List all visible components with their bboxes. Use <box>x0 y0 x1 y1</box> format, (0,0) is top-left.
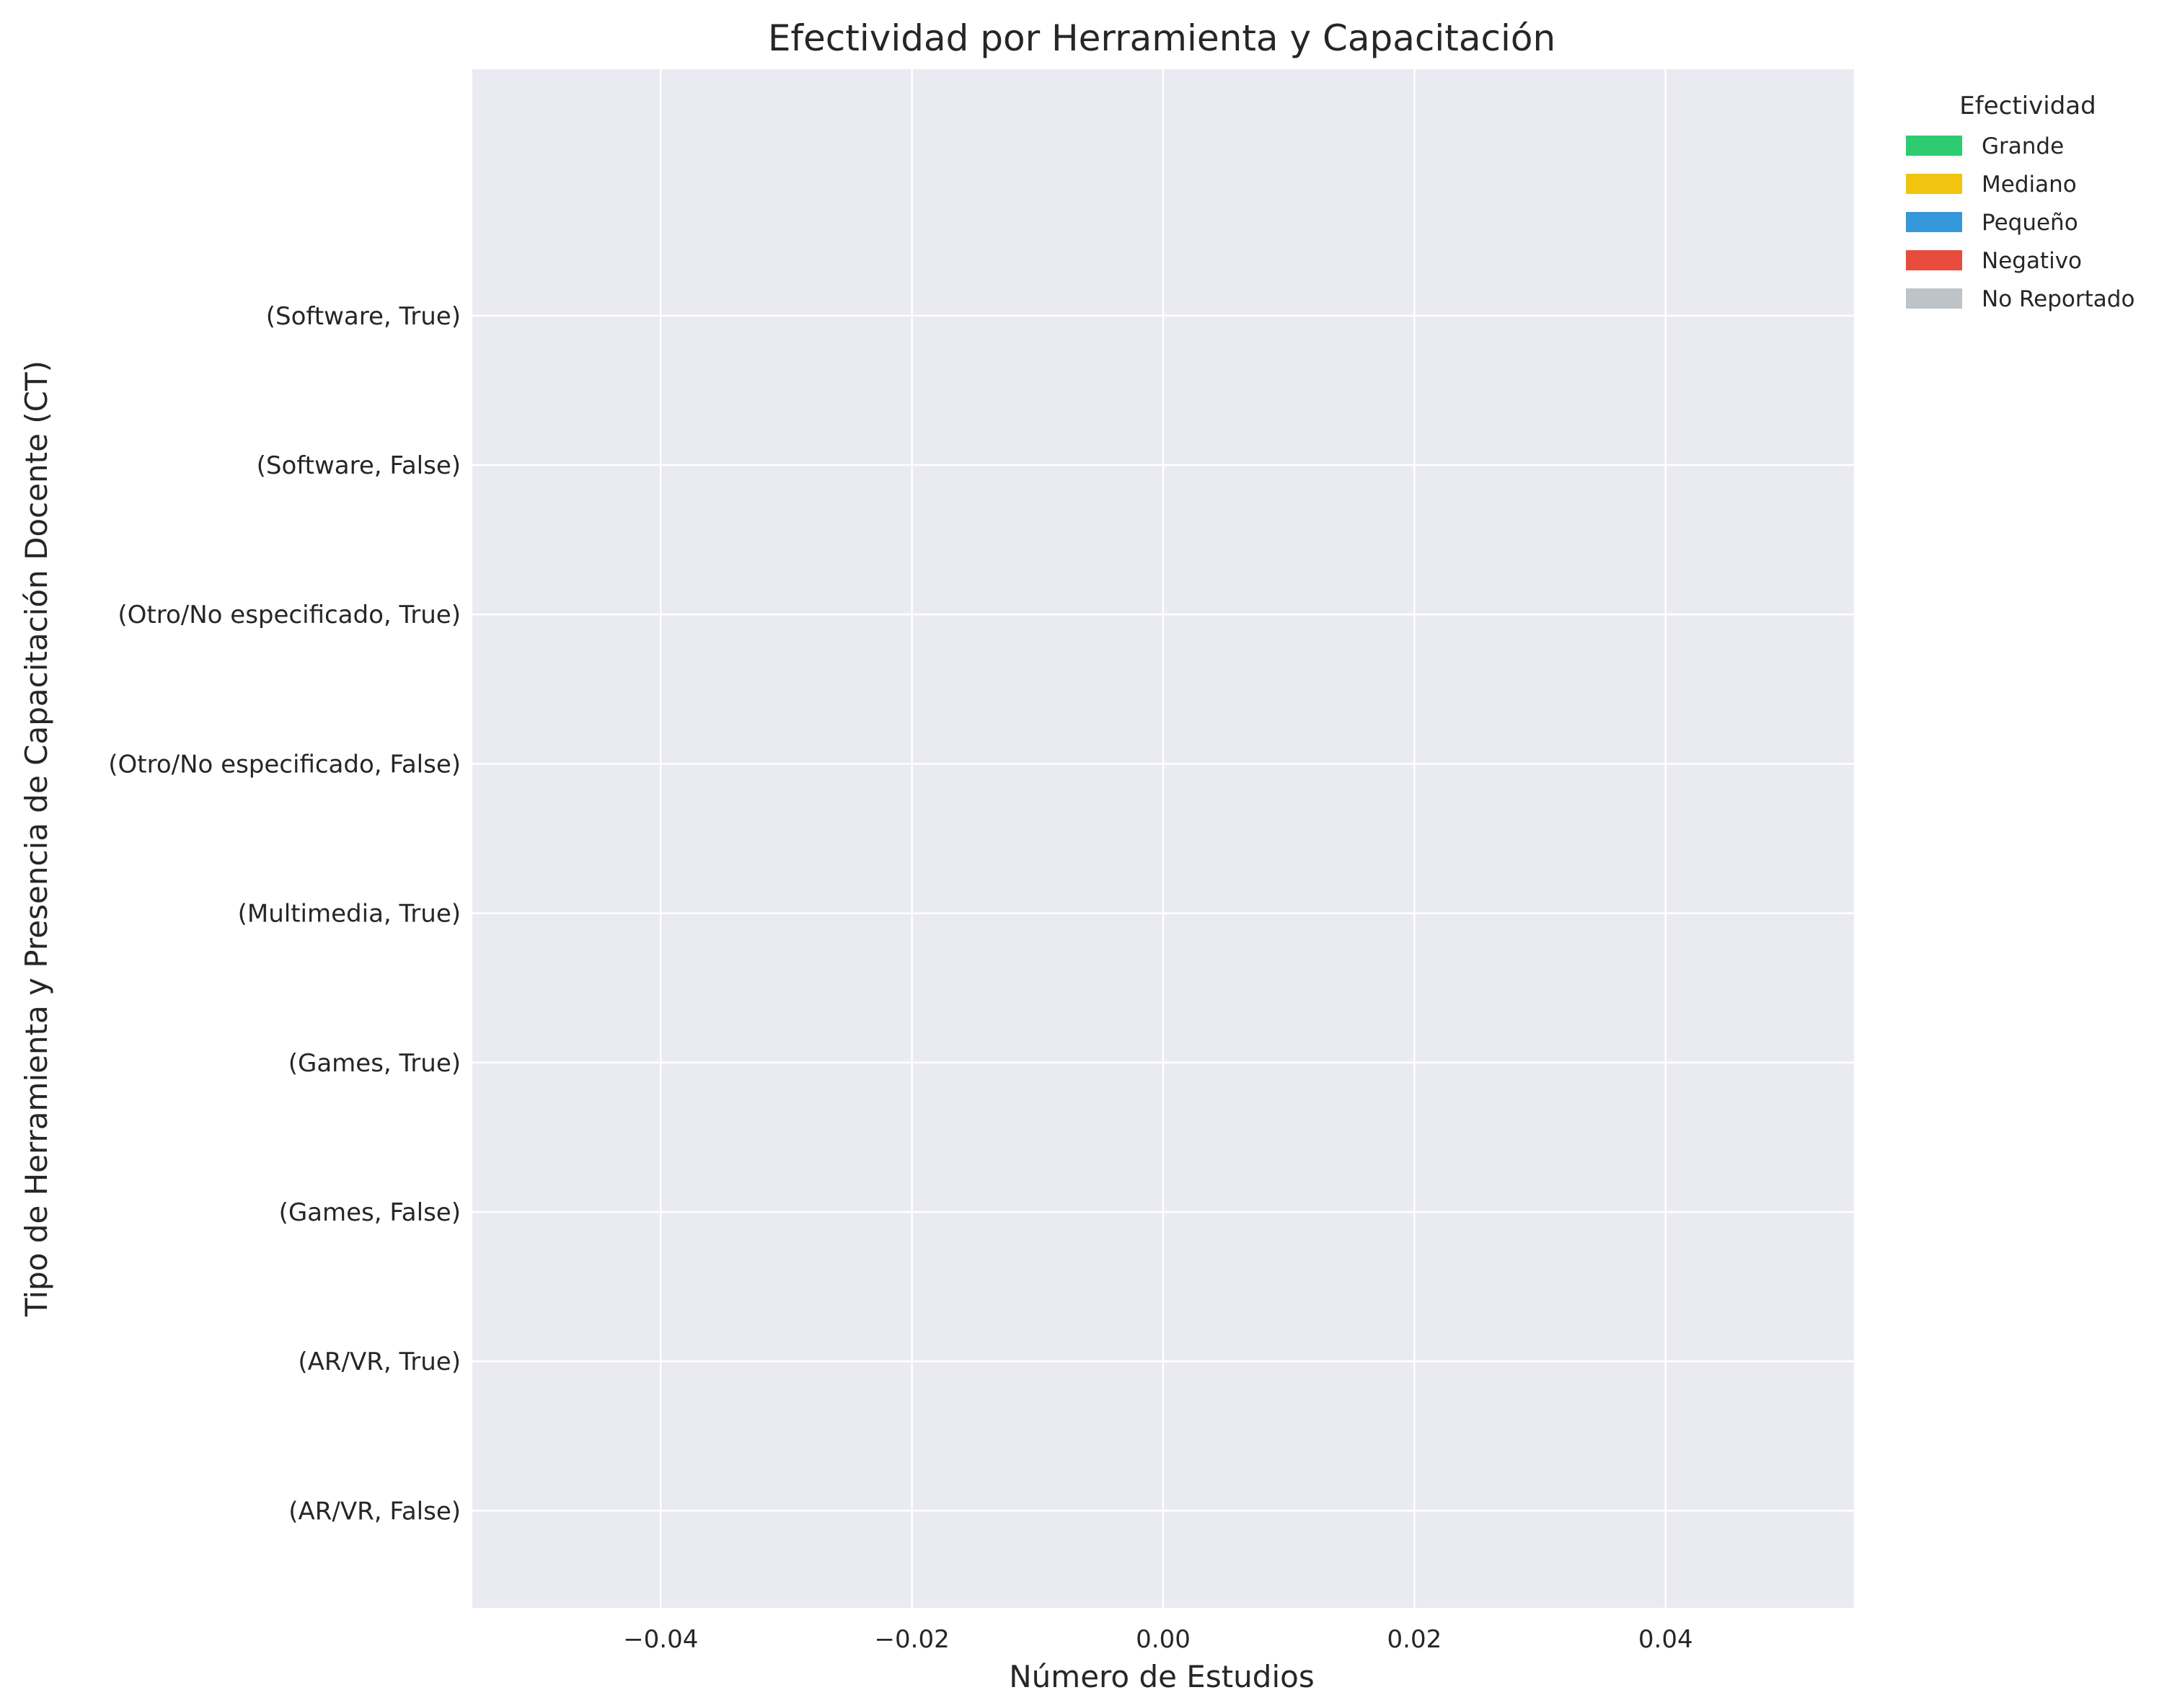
legend-items: Grande Mediano Pequeño Negativo No Reportado <box>1906 133 2135 312</box>
y-tick-label: (Multimedia, True) <box>238 900 461 929</box>
y-tick-label: (Otro/No especificado, True) <box>118 601 461 629</box>
y-tick-label: (Software, True) <box>266 302 461 331</box>
y-tick-label: (Games, False) <box>279 1198 461 1227</box>
legend-title: Efectividad <box>1959 92 2096 120</box>
grid-lines <box>472 69 1854 1608</box>
y-tick-label: (AR/VR, True) <box>298 1348 461 1376</box>
chart-title: Efectividad por Herramienta y Capacitaci… <box>768 17 1555 59</box>
x-tick-label: −0.02 <box>875 1625 950 1654</box>
legend-swatch <box>1906 250 1962 270</box>
x-axis-label: Número de Estudios <box>1009 1659 1314 1694</box>
legend-swatch <box>1906 288 1962 309</box>
legend-label: No Reportado <box>1982 286 2135 312</box>
legend: Efectividad Grande Mediano Pequeño Negativo… <box>1906 92 2135 312</box>
x-tick-label: 0.04 <box>1638 1625 1693 1654</box>
y-tick-label: (Software, False) <box>257 451 461 480</box>
x-tick-label: 0.00 <box>1136 1625 1191 1654</box>
x-tick-label: −0.04 <box>623 1625 698 1654</box>
legend-label: Mediano <box>1982 172 2077 198</box>
y-tick-label: (AR/VR, False) <box>288 1497 461 1526</box>
x-tick-label: 0.02 <box>1387 1625 1442 1654</box>
legend-swatch <box>1906 212 1962 232</box>
legend-label: Negativo <box>1982 248 2082 274</box>
legend-label: Pequeño <box>1982 210 2078 236</box>
y-tick-label: (Otro/No especificado, False) <box>108 750 461 779</box>
legend-swatch <box>1906 136 1962 156</box>
y-axis-ticks: (AR/VR, False) (AR/VR, True) (Games, False… <box>108 302 461 1526</box>
legend-label: Grande <box>1982 133 2064 159</box>
y-tick-label: (Games, True) <box>288 1049 461 1078</box>
legend-swatch <box>1906 174 1962 194</box>
y-axis-label: Tipo de Herramienta y Presencia de Capac… <box>19 360 54 1317</box>
x-axis-ticks: −0.04 −0.02 0.00 0.02 0.04 <box>623 1625 1692 1654</box>
